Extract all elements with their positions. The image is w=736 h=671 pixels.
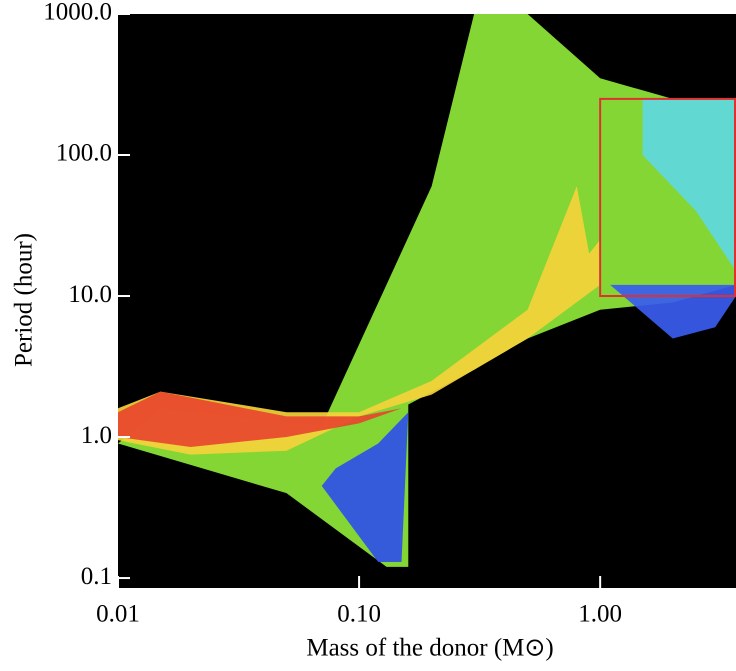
region bbox=[321, 412, 409, 562]
y-tick-label: 0.1 bbox=[81, 563, 112, 590]
region bbox=[610, 284, 736, 339]
y-tick-label: 10.0 bbox=[68, 281, 112, 308]
region bbox=[118, 391, 402, 447]
x-tick-label: 0.10 bbox=[337, 601, 381, 628]
y-tick-label: 1.0 bbox=[81, 422, 112, 449]
highlight-box bbox=[599, 97, 736, 298]
region bbox=[642, 98, 736, 272]
x-tick-label: 0.01 bbox=[96, 601, 140, 628]
x-tick-label: 1.00 bbox=[578, 601, 622, 628]
y-axis-title: Period (hour) bbox=[11, 233, 38, 367]
x-axis-title: Mass of the donor (M⊙) bbox=[306, 635, 553, 662]
y-tick-label: 100.0 bbox=[56, 140, 112, 167]
y-tick-label: 1000.0 bbox=[43, 0, 112, 26]
